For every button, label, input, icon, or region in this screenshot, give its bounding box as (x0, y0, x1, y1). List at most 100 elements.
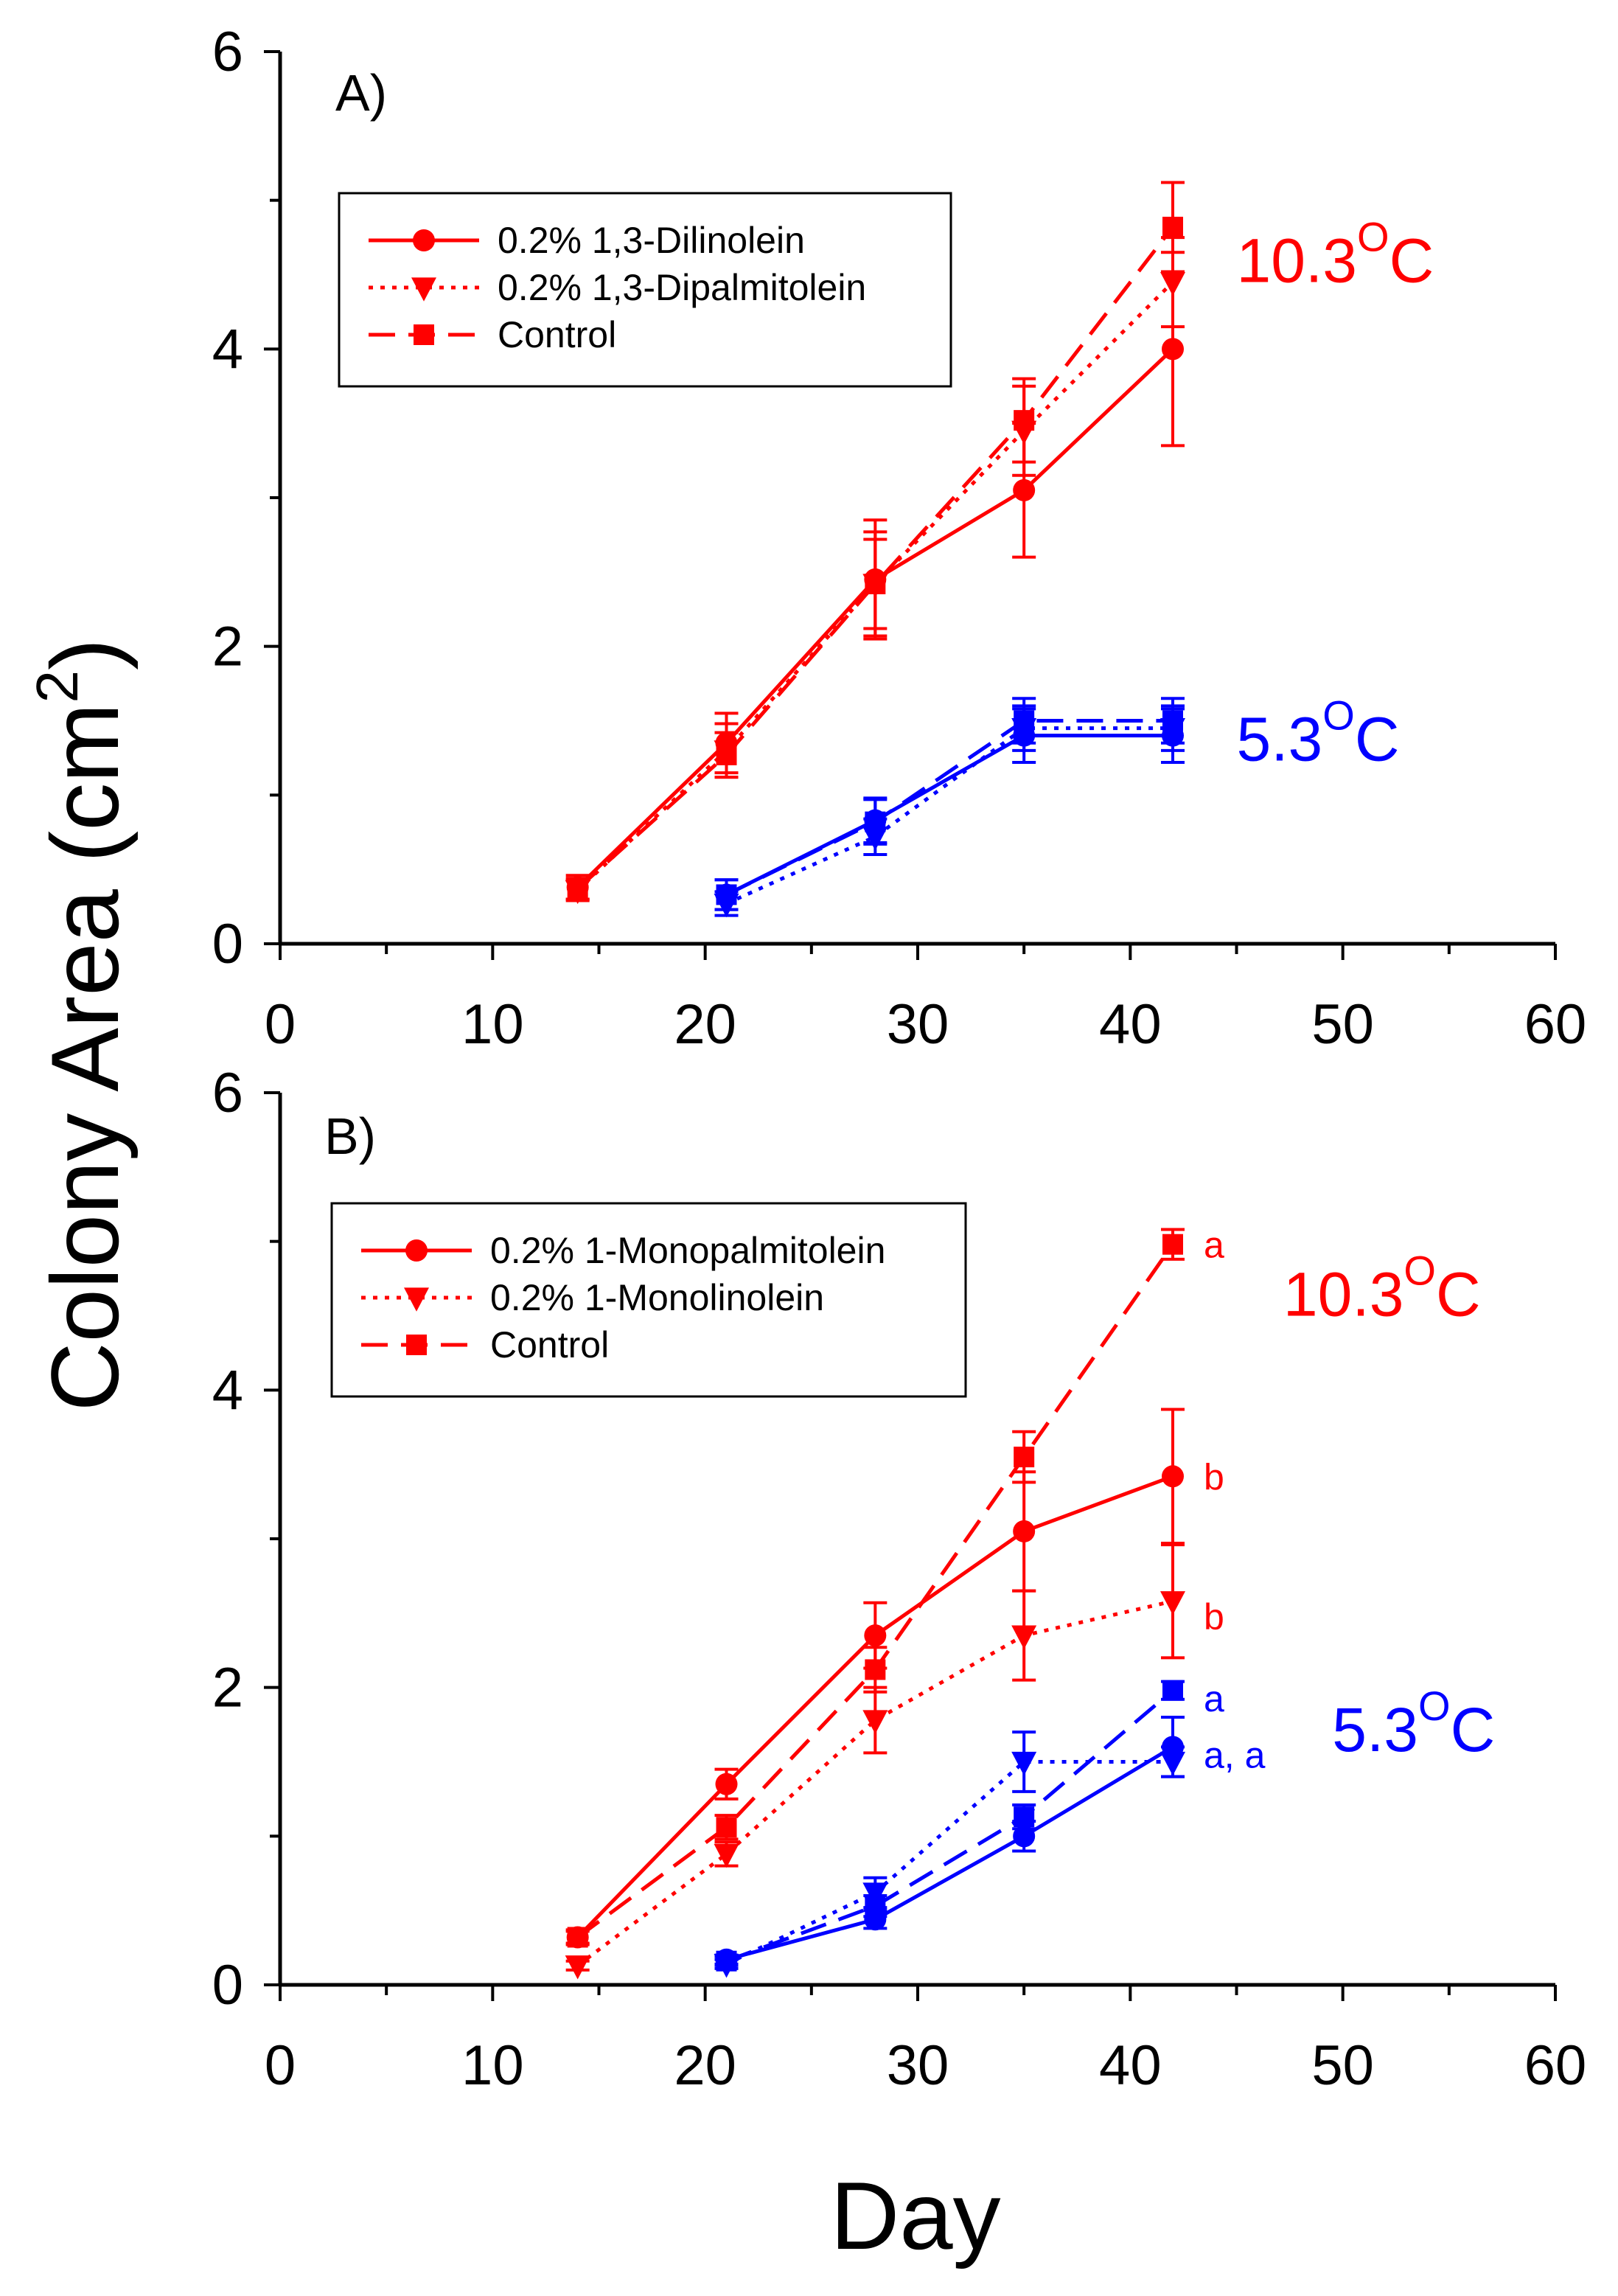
series-line (725, 1688, 1174, 1963)
data-point (1160, 271, 1185, 296)
legend-label: Control (490, 1324, 609, 1366)
x-tick-label: 40 (1099, 2034, 1162, 2097)
data-point (1014, 710, 1035, 731)
x-tick-label: 50 (1311, 2034, 1374, 2097)
data-point (716, 744, 737, 765)
legend-swatch-marker (414, 324, 434, 345)
legend-box (338, 192, 952, 388)
legend-swatch-marker (413, 229, 435, 251)
panel-label: A) (335, 64, 387, 122)
data-point (714, 1843, 739, 1868)
y-axis-label-superscript: 2 (24, 670, 90, 703)
data-point (1013, 1825, 1036, 1848)
y-axis-label: Colony Area (cm2) (24, 639, 139, 1412)
legend-swatch-marker (411, 277, 436, 302)
data-point (865, 811, 886, 832)
x-tick-label: 0 (265, 2034, 296, 2097)
data-point (715, 1773, 738, 1795)
series-5_3-solid (714, 1716, 1185, 1971)
data-point (1162, 338, 1184, 361)
series-5_3-dotted (714, 704, 1185, 918)
y-tick-label: 4 (212, 1359, 243, 1422)
significance-label: a (1204, 1678, 1224, 1719)
x-tick-label: 60 (1524, 993, 1587, 1056)
x-tick-label: 40 (1099, 993, 1162, 1056)
data-point (865, 1896, 886, 1917)
temperature-label: 5.3OC (1332, 1683, 1495, 1764)
legend-label: 0.2% 1-Monolinolein (490, 1277, 824, 1318)
x-tick-label: 30 (887, 993, 949, 1056)
data-point (865, 573, 886, 594)
x-axis-label: Day (830, 2162, 1000, 2269)
data-point (1013, 479, 1036, 501)
data-point (1162, 1680, 1183, 1701)
legend: 0.2% 1-Monopalmitolein 0.2% 1-Monolinolei… (330, 1202, 967, 1398)
x-tick-label: 0 (265, 993, 296, 1056)
x-tick-label: 60 (1524, 2034, 1587, 2097)
data-point (716, 884, 737, 905)
data-point (864, 1624, 887, 1647)
x-tick-label: 10 (461, 993, 524, 1056)
x-tick-label: 20 (674, 993, 736, 1056)
data-point (1162, 216, 1183, 237)
legend-swatch-marker (405, 1239, 428, 1262)
series-5_3-dashed (714, 1680, 1185, 1972)
x-tick-label: 50 (1311, 993, 1374, 1056)
series-line (725, 1745, 1174, 1962)
y-tick-label: 0 (212, 913, 243, 975)
legend-label: 0.2% 1-Monopalmitolein (490, 1230, 885, 1271)
y-tick-label: 0 (212, 1954, 243, 2017)
series-5_3-solid (714, 707, 1185, 911)
significance-label: b (1204, 1456, 1224, 1497)
legend-label: 0.2% 1,3-Dipalmitolein (498, 267, 866, 308)
temperature-label: 10.3OC (1237, 213, 1434, 295)
y-tick-label: 2 (212, 1657, 243, 1719)
x-tick-label: 10 (461, 2034, 524, 2097)
legend-swatch-marker (404, 1287, 429, 1312)
data-point (1011, 1625, 1037, 1649)
legend-swatch-marker (406, 1335, 427, 1355)
data-point (865, 1659, 886, 1680)
significance-label: b (1204, 1596, 1224, 1638)
x-tick-label: 20 (674, 2034, 736, 2097)
series-5_3-dashed (714, 697, 1185, 911)
series-line (725, 1760, 1173, 1966)
y-tick-label: 4 (212, 318, 243, 380)
data-point (1013, 1520, 1036, 1542)
series-line (725, 719, 1173, 897)
data-point (565, 1955, 590, 1980)
data-point (862, 1710, 888, 1734)
data-point (1160, 1751, 1185, 1776)
data-point (1162, 1234, 1183, 1255)
legend-box (330, 1202, 967, 1398)
y-tick-label: 6 (212, 21, 243, 83)
series-line (725, 726, 1173, 905)
data-point (1014, 1447, 1035, 1468)
data-point (1160, 1591, 1185, 1615)
series-10_3-dotted (565, 1543, 1185, 1980)
series-line (725, 734, 1173, 897)
data-point (716, 1817, 737, 1838)
data-point (1162, 710, 1183, 731)
series-10_3-dashed (565, 1228, 1185, 1948)
legend: 0.2% 1,3-Dilinolein 0.2% 1,3-Dipalmitolei… (338, 192, 952, 388)
data-point (567, 1927, 588, 1948)
significance-label: a (1204, 1225, 1224, 1266)
temperature-label: 5.3OC (1237, 692, 1400, 774)
data-point (567, 878, 588, 900)
y-tick-label: 2 (212, 616, 243, 678)
x-tick-label: 30 (887, 2034, 949, 2097)
data-point (1014, 410, 1035, 431)
data-point (716, 1950, 737, 1972)
series-10_3-dashed (565, 181, 1185, 901)
series-line (576, 226, 1174, 891)
temperature-label: 10.3OC (1283, 1247, 1481, 1329)
data-point (1011, 1751, 1037, 1776)
y-tick-label: 6 (212, 1062, 243, 1124)
legend-label: Control (498, 314, 616, 355)
data-point (1162, 1465, 1184, 1488)
legend-label: 0.2% 1,3-Dilinolein (498, 220, 805, 261)
